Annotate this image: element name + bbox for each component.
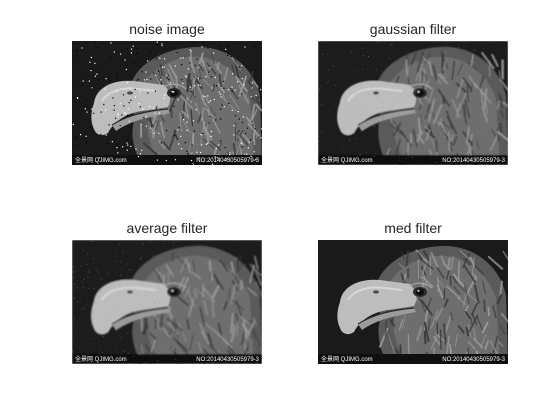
panel-image-gaussian: 全景网 QJIMG.com NO:20140430505979-3 bbox=[318, 41, 508, 165]
watermark-left: 全景网 QJIMG.com bbox=[321, 355, 373, 363]
watermark-right: NO:20140430505979-3 bbox=[442, 357, 505, 363]
panel-image-noise: 全景网 QJIMG.com NO:20140430505979-3 bbox=[72, 41, 262, 165]
watermark-left: 全景网 QJIMG.com bbox=[75, 156, 127, 164]
panel-image-median: 全景网 QJIMG.com NO:20140430505979-3 bbox=[318, 240, 508, 364]
panel-image-average: 全景网 QJIMG.com NO:20140430505979-3 bbox=[72, 240, 262, 364]
panel-title-average: average filter bbox=[126, 220, 208, 236]
watermark-left: 全景网 QJIMG.com bbox=[321, 156, 373, 164]
panel-title-noise: noise image bbox=[129, 21, 205, 37]
watermark-right: NO:20140430505979-3 bbox=[442, 158, 505, 164]
watermark-right: NO:20140430505979-3 bbox=[196, 158, 259, 164]
watermark-left: 全景网 QJIMG.com bbox=[75, 355, 127, 363]
panel-title-gaussian: gaussian filter bbox=[369, 21, 457, 37]
watermark-right: NO:20140430505979-3 bbox=[196, 357, 259, 363]
panel-title-median: med filter bbox=[384, 220, 442, 236]
